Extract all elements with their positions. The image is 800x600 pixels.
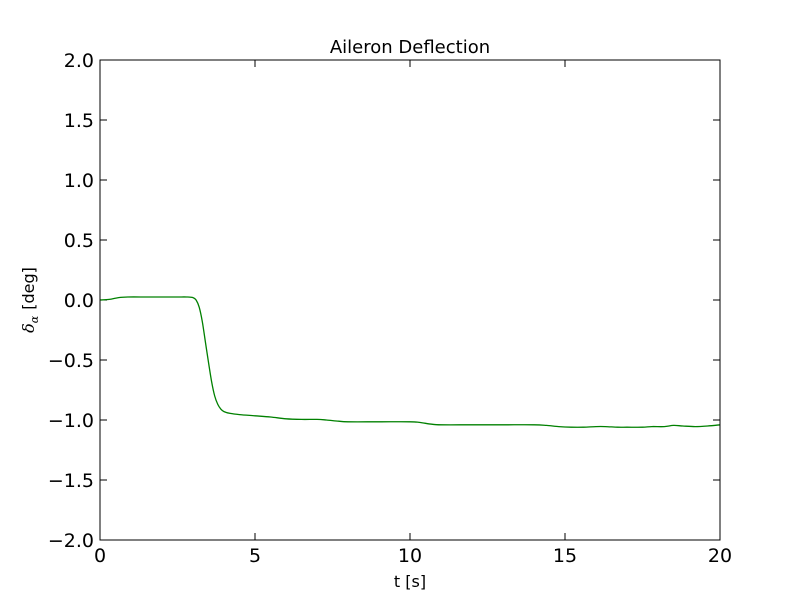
y-tick-label: −0.5 bbox=[48, 350, 94, 372]
y-tick-labels: 2.0 1.5 1.0 0.5 0.0 −0.5 −1.0 −1.5 −2.0 bbox=[48, 50, 94, 552]
y-tick-label: 1.0 bbox=[64, 170, 94, 192]
y-tick-label: 1.5 bbox=[64, 110, 94, 132]
series-line bbox=[99, 296, 721, 428]
x-tick-label: 5 bbox=[249, 545, 261, 567]
chart-title: Aileron Deflection bbox=[330, 37, 490, 58]
y-tick-label: −2.0 bbox=[48, 530, 94, 552]
x-tick-label: 0 bbox=[94, 545, 106, 567]
y-tick-label: 2.0 bbox=[64, 50, 94, 72]
tick-marks bbox=[99, 59, 721, 541]
y-tick-label: 0.0 bbox=[64, 290, 94, 312]
y-tick-label: 0.5 bbox=[64, 230, 94, 252]
y-axis-unit: [deg] bbox=[19, 267, 38, 310]
y-tick-label: −1.5 bbox=[48, 470, 94, 492]
y-axis-label: δα [deg] bbox=[19, 267, 41, 333]
x-tick-label: 10 bbox=[398, 545, 422, 567]
plot-frame bbox=[99, 59, 721, 541]
x-axis-label: t [s] bbox=[394, 572, 426, 591]
y-axis-subscript: α bbox=[28, 315, 41, 323]
y-tick-label: −1.0 bbox=[48, 410, 94, 432]
x-tick-label: 20 bbox=[708, 545, 732, 567]
x-tick-label: 15 bbox=[553, 545, 577, 567]
x-tick-labels: 0 5 10 15 20 bbox=[94, 545, 732, 567]
y-axis-symbol: δ bbox=[19, 323, 38, 333]
